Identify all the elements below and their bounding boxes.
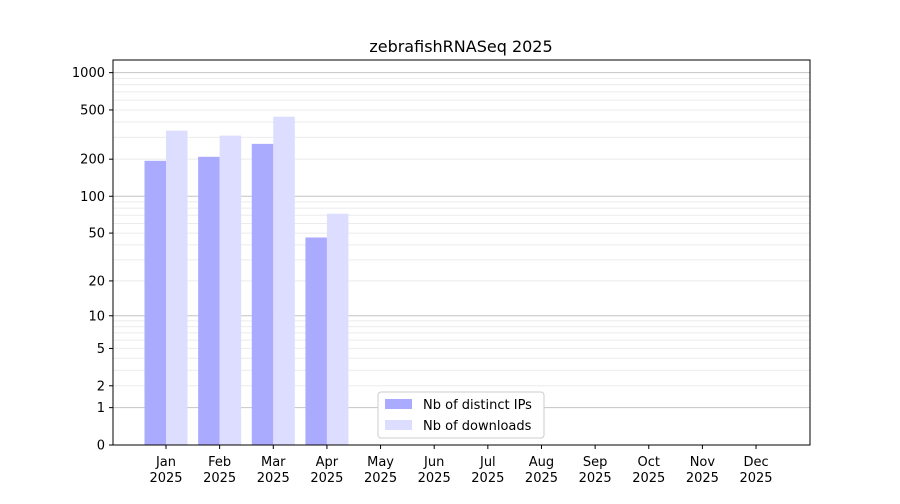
legend-label-downloads: Nb of downloads bbox=[423, 419, 532, 434]
y-tick-label: 10 bbox=[88, 309, 105, 324]
chart-title: zebrafishRNASeq 2025 bbox=[369, 37, 552, 56]
x-tick-label: Mar 2025 bbox=[257, 455, 290, 486]
bar-ips bbox=[251, 143, 274, 446]
plot-frame bbox=[112, 59, 811, 446]
x-tick-label: Feb 2025 bbox=[203, 455, 236, 486]
x-tick-label: Oct 2025 bbox=[632, 455, 665, 486]
y-tick-label: 1 bbox=[97, 401, 105, 416]
x-axis: Jan 2025 Feb 2025 Mar 2025 Apr 2025 May 2025 Jun 20… bbox=[149, 445, 773, 486]
bar-downloads bbox=[326, 213, 349, 445]
bar-ips bbox=[198, 156, 220, 445]
y-tick-label: 2 bbox=[97, 379, 105, 394]
legend-label-ips: Nb of distinct IPs bbox=[423, 398, 532, 413]
y-tick-label: 20 bbox=[88, 274, 105, 289]
bars bbox=[144, 116, 349, 446]
legend-swatch-ips bbox=[385, 399, 412, 409]
y-tick-label: 100 bbox=[80, 190, 105, 205]
x-tick-label: Dec 2025 bbox=[739, 455, 772, 486]
x-tick-label: May 2025 bbox=[364, 455, 397, 486]
bar-ips bbox=[305, 237, 327, 445]
legend-swatch-downloads bbox=[385, 420, 412, 430]
y-axis: 0 1 2 5 10 20 50 100 200 500 1000 bbox=[72, 66, 113, 454]
bar-downloads bbox=[273, 116, 295, 445]
bar-ips bbox=[144, 160, 166, 445]
x-tick-label: Aug 2025 bbox=[525, 455, 558, 486]
x-tick-label: Apr 2025 bbox=[310, 455, 343, 486]
bar-downloads bbox=[219, 135, 242, 445]
x-tick-label: Nov 2025 bbox=[686, 455, 719, 486]
x-tick-label: Jan 2025 bbox=[149, 455, 182, 486]
y-tick-label: 0 bbox=[97, 439, 105, 454]
legend-box bbox=[377, 391, 545, 439]
y-tick-label: 1000 bbox=[72, 66, 105, 81]
x-tick-label: Sep 2025 bbox=[579, 455, 612, 486]
y-tick-label: 5 bbox=[97, 342, 105, 357]
y-tick-label: 500 bbox=[80, 103, 105, 118]
bar-downloads bbox=[166, 130, 188, 445]
y-tick-label: 50 bbox=[88, 227, 105, 242]
x-tick-label: Jul 2025 bbox=[471, 455, 504, 486]
x-tick-label: Jun 2025 bbox=[418, 455, 451, 486]
y-tick-label: 200 bbox=[80, 153, 105, 168]
legend: Nb of distinct IPs Nb of downloads bbox=[377, 391, 545, 439]
